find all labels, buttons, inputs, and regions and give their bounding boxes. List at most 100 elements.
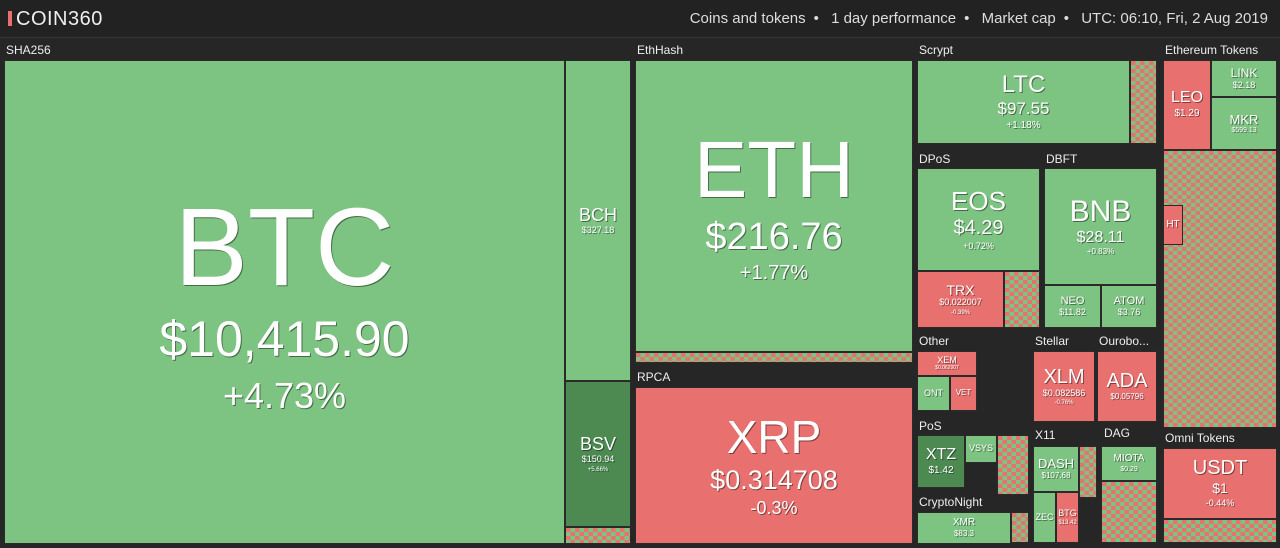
coin-tile[interactable]: ADA $0.05796	[1097, 351, 1157, 422]
coin-change: +1.77%	[739, 262, 809, 285]
coin-symbol: ADA	[1106, 370, 1148, 393]
coin-symbol: TRX	[946, 281, 975, 298]
group-label: Ethereum Tokens	[1165, 43, 1259, 57]
coin-symbol: BCH	[578, 204, 617, 225]
coin-tile[interactable]: ETH $216.76 +1.77%	[635, 60, 913, 352]
coin-symbol: USDT	[1192, 457, 1248, 480]
coin-price: $13.42	[1058, 519, 1077, 526]
coin-symbol: XLM	[1043, 365, 1085, 388]
group-label: Omni Tokens	[1165, 431, 1235, 445]
coin-tile[interactable]: EOS $4.29 +0.72%	[917, 168, 1040, 271]
coin-symbol: MKR	[1229, 111, 1259, 127]
group-label: RPCA	[637, 370, 671, 384]
coin-tile[interactable]: XMR $83.3	[917, 512, 1011, 544]
coin-tile[interactable]: LEO $1.29	[1163, 60, 1211, 150]
timestamp: UTC: 06:10, Fri, 2 Aug 2019	[1081, 10, 1268, 27]
coin-tile[interactable]: BCH $327.18	[565, 60, 631, 381]
group-label: X11	[1035, 428, 1056, 442]
header: COIN360 Coins and tokens • 1 day performa…	[0, 0, 1280, 38]
coin-change: +0.72%	[963, 240, 994, 251]
coin-tile[interactable]: ATOM $3.76	[1101, 285, 1157, 328]
coin-symbol: LINK	[1230, 65, 1258, 80]
coin-tile[interactable]: DASH $107.68	[1033, 446, 1079, 492]
group-label: Scrypt	[919, 43, 954, 57]
coin-symbol: MIOTA	[1113, 453, 1145, 465]
filter[interactable]: Coins and tokens	[689, 10, 806, 27]
small-tiles	[1011, 512, 1029, 543]
coin-tile[interactable]: TRX $0.022007 -0.39%	[917, 271, 1004, 328]
coin-price: $4.29	[953, 216, 1004, 239]
small-tiles	[635, 352, 913, 363]
coin-symbol: XMR	[952, 517, 976, 529]
coin-tile[interactable]: XTZ $1.42	[917, 435, 965, 488]
coin-tile[interactable]: XLM $0.082586 -0.76%	[1033, 351, 1095, 422]
coin-symbol: ZEC	[1035, 511, 1054, 522]
coin-symbol: HT	[1166, 218, 1180, 230]
coin-price: $0.05796	[1110, 392, 1144, 402]
coin-price: $0.314708	[710, 464, 838, 495]
coin-symbol: DASH	[1037, 456, 1075, 472]
coin-price: $1.29	[1174, 108, 1200, 120]
coin-price: $107.68	[1041, 471, 1071, 481]
coin-symbol: BSV	[579, 434, 617, 455]
coin-tile[interactable]: BTC $10,415.90 +4.73%	[4, 60, 565, 544]
coin-symbol: EOS	[951, 185, 1006, 216]
group-label: EthHash	[637, 43, 684, 57]
coin-tile[interactable]: LINK $2.18	[1211, 60, 1277, 97]
coin-tile[interactable]: ONT	[917, 376, 950, 411]
coin-tile[interactable]: BNB $28.11 +0.83%	[1044, 168, 1157, 285]
coin-symbol: NEO	[1060, 294, 1085, 307]
coin-change: +1.18%	[1006, 120, 1041, 132]
coin-tile[interactable]: VSYS	[965, 435, 997, 463]
coin-price: $216.76	[705, 215, 843, 258]
small-tiles	[1130, 60, 1157, 144]
filter[interactable]: Market cap	[981, 10, 1056, 27]
group-label: Ourobo...	[1099, 334, 1150, 348]
coin-price: $28.11	[1076, 228, 1125, 246]
coin-price: $2.18	[1232, 79, 1256, 90]
coin-price: $599.13	[1231, 127, 1257, 135]
coin-tile[interactable]: MIOTA $0.29	[1101, 446, 1157, 481]
small-tiles	[1004, 271, 1040, 328]
coin-tile[interactable]: XEM $0.062907	[917, 351, 977, 376]
coin-price: $83.3	[953, 528, 975, 538]
coin-tile[interactable]: HT	[1163, 205, 1183, 245]
coin-price: $150.94	[581, 454, 615, 465]
group-label: DBFT	[1046, 152, 1078, 166]
coin-tile[interactable]: ZEC	[1033, 492, 1056, 543]
small-tiles	[1163, 150, 1277, 428]
coin-change: -0.3%	[750, 497, 798, 518]
coin-price: $10,415.90	[159, 311, 410, 368]
coin-price: $11.82	[1059, 307, 1086, 318]
filter[interactable]: 1 day performance	[831, 10, 957, 27]
coin-change: +4.73%	[222, 374, 347, 416]
coin-tile[interactable]: VET	[950, 376, 977, 411]
coin-tile[interactable]: LTC $97.55 +1.18%	[917, 60, 1130, 144]
group-label: Stellar	[1035, 334, 1070, 348]
coin-symbol: LEO	[1170, 89, 1203, 107]
small-tiles	[1163, 519, 1277, 543]
coin-price: $3.76	[1117, 307, 1141, 318]
coin-symbol: ETH	[694, 124, 854, 214]
coin-symbol: ATOM	[1113, 294, 1145, 307]
coin-symbol: BTC	[174, 185, 395, 309]
small-tiles	[565, 527, 631, 544]
coin-tile[interactable]: XRP $0.314708 -0.3%	[635, 387, 913, 544]
coin-symbol: ONT	[924, 387, 943, 398]
coin-change: -0.76%	[1054, 400, 1074, 407]
coin-change: +0.83%	[1086, 247, 1115, 257]
group-label: PoS	[919, 419, 942, 433]
small-tiles	[997, 435, 1029, 495]
small-tiles	[1101, 481, 1157, 543]
group-label: DAG	[1104, 426, 1131, 440]
coin-symbol: BTG	[1058, 508, 1077, 519]
logo[interactable]: COIN360	[8, 8, 103, 31]
coin-price: $1.42	[928, 464, 954, 476]
coin-tile[interactable]: MKR $599.13	[1211, 97, 1277, 150]
coin-price: $1	[1212, 480, 1228, 497]
coin-tile[interactable]: BTG $13.42	[1056, 492, 1079, 543]
coin-tile[interactable]: NEO $11.82	[1044, 285, 1101, 328]
coin-tile[interactable]: BSV $150.94 +5.66%	[565, 381, 631, 527]
coin-price: $97.55	[997, 99, 1050, 119]
coin-tile[interactable]: USDT $1 -0.44%	[1163, 448, 1277, 519]
